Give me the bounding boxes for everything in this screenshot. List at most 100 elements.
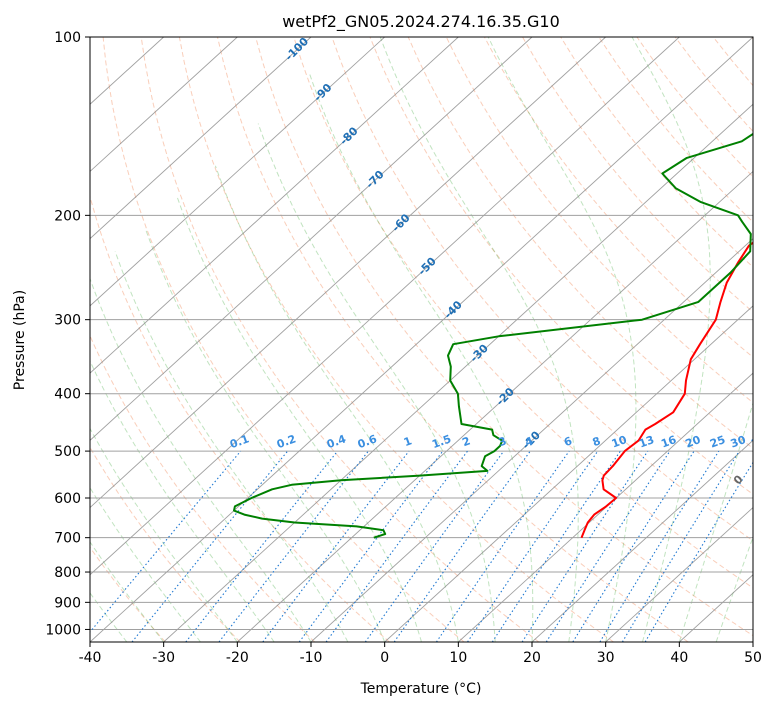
isotherm-line: [90, 37, 533, 441]
moist-adiabat-line: [90, 277, 312, 642]
mixing-ratio-label: 16: [659, 433, 678, 451]
x-tick-label: -20: [226, 650, 249, 666]
y-tick-label: 300: [54, 313, 81, 329]
x-tick-label: 40: [670, 650, 688, 666]
isotherm-line: [90, 37, 459, 374]
isotherm-line: [237, 170, 753, 642]
moist-adiabat-line: [308, 72, 534, 642]
mixing-ratio-line: [325, 450, 468, 642]
moist-adiabat-line: [144, 227, 386, 642]
y-axis: 100 200 300 400 500 600 700 800 900 1000: [45, 30, 90, 638]
mixing-ratio-lines: [90, 450, 753, 642]
mixing-ratio-line: [131, 450, 289, 642]
isotherm-line: [310, 238, 753, 642]
mixing-ratio-label: 6: [562, 434, 574, 449]
isotherm-line: [163, 103, 753, 642]
mixing-ratio-line: [262, 450, 410, 642]
dry-adiabat-line: [102, 37, 465, 642]
mixing-ratio-line: [185, 450, 339, 642]
y-tick-label: 500: [54, 444, 81, 460]
y-tick-label: 400: [54, 387, 81, 403]
mixing-ratio-label: 1: [402, 434, 414, 449]
mixing-ratio-label: 36: [749, 433, 768, 451]
y-tick-label: 600: [54, 491, 81, 507]
mixing-ratio-label: 3: [497, 434, 509, 449]
mixing-ratio-label: 4: [523, 434, 535, 449]
y-tick-label: 800: [54, 565, 81, 581]
isotherm-line: [90, 37, 753, 642]
mixing-ratio-label: 20: [684, 433, 703, 451]
x-tick-label: 20: [523, 650, 541, 666]
moist-adiabat-line: [90, 592, 128, 642]
moist-adiabat-line: [257, 123, 496, 642]
mixing-ratio-line: [364, 450, 505, 642]
moist-adiabat-line: [114, 251, 349, 642]
x-tick-label: -40: [79, 650, 102, 666]
moist-adiabat-line: [379, 37, 579, 642]
x-tick-label: 0: [380, 650, 389, 666]
mixing-ratio-label: 13: [637, 433, 656, 450]
skewed-isotherms: [90, 37, 753, 642]
dry-adiabats: [90, 37, 753, 642]
mixing-ratio-label: 25: [708, 433, 727, 450]
mixing-ratio-label: 0.1: [228, 432, 251, 451]
x-tick-label: 10: [449, 650, 467, 666]
y-tick-label: 1000: [45, 622, 81, 638]
isotherm-line: [531, 439, 753, 642]
isotherm-line: [90, 37, 606, 509]
x-axis: -40 -30 -20 -10 0 10 20 30 40 50: [79, 642, 762, 666]
mixing-ratio-line: [393, 450, 531, 642]
y-tick-label: 900: [54, 595, 81, 611]
mixing-ratio-line: [90, 450, 242, 633]
moist-adiabat-line: [90, 359, 275, 642]
chart-title: wetPf2_GN05.2024.274.16.35.G10: [282, 12, 560, 32]
x-tick-label: -10: [300, 650, 323, 666]
mixing-ratio-label: 30: [729, 433, 748, 451]
mixing-ratio-label: 10: [610, 433, 629, 451]
mixing-ratio-line: [621, 450, 740, 642]
plot-frame: [89, 36, 754, 643]
moist-adiabat-line: [678, 401, 753, 642]
dry-adiabat-line: [90, 446, 241, 642]
y-tick-label: 700: [54, 531, 81, 547]
mixing-ratio-label: 8: [591, 434, 603, 449]
mixing-ratio-label: 0.6: [356, 432, 379, 451]
mixing-ratio-label: 0.4: [325, 432, 348, 451]
mixing-ratio-line: [572, 450, 695, 642]
sounding-series: [233, 132, 753, 539]
mixing-ratio-line: [467, 450, 599, 642]
dry-adiabat-line: [522, 37, 753, 313]
moist-adiabat-line: [715, 535, 753, 642]
mixing-ratio-line: [521, 450, 649, 642]
moist-adiabat-line: [631, 37, 711, 642]
dry-adiabat-line: [445, 37, 753, 404]
mixing-ratio-label: 0.2: [275, 432, 298, 451]
isotherm-line: [384, 305, 753, 642]
dry-adiabat-line: [140, 37, 540, 642]
pressure-gridlines: [90, 37, 753, 630]
plot-area: -100-90-80-70-60-50-40-30-20-100.1 0.2 0.4…: [90, 37, 768, 642]
isotherm-line: [458, 372, 753, 642]
mixing-ratio-label: 1.5: [430, 432, 453, 451]
moist-adiabat-line: [487, 37, 637, 642]
x-axis-title: Temperature (°C): [360, 681, 482, 697]
mixing-ratio-line: [545, 450, 671, 642]
isotherm-line: [90, 37, 385, 307]
series-line-0: [580, 241, 753, 539]
moist-adiabat-line: [90, 427, 238, 642]
moist-adiabats: [90, 37, 753, 642]
moist-adiabat-line: [176, 195, 422, 642]
moist-adiabat-line: [214, 165, 459, 642]
mixing-ratio-line: [491, 450, 621, 642]
series-line-1: [233, 132, 753, 539]
isotherm-line: [605, 506, 753, 642]
mixing-ratio-line: [435, 450, 570, 642]
isotherm-line: [90, 37, 238, 173]
isotherm-line: [90, 37, 312, 240]
y-axis-title: Pressure (hPa): [12, 290, 28, 390]
isotherm-line: [90, 37, 680, 576]
dry-adiabat-line: [90, 334, 316, 642]
dry-adiabat-line: [178, 37, 614, 642]
